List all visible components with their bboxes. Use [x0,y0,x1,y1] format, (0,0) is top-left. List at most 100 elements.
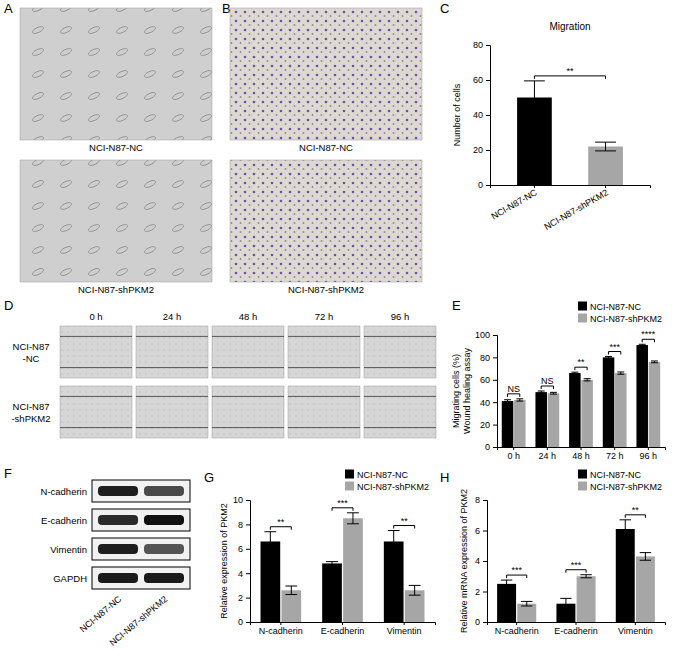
x-tick-mark [635,622,636,625]
legend-label: NCI-N87-NC [590,302,642,312]
error-cap [617,371,624,372]
chart-title: Migration [549,21,590,32]
legend-label: NCI-N87-shPKM2 [590,482,662,492]
y-tick: 20 [473,145,490,155]
y-tick-mark [493,402,497,403]
error-cap [584,378,591,379]
error-cap [620,538,631,539]
error-cap [571,373,578,374]
image-caption: NCI-N87-shPKM2 [78,284,154,295]
bar [636,345,648,447]
column-header: 96 h [391,311,410,322]
x-tick: NCI-N87-NC [490,185,540,221]
error-cap [264,551,276,552]
bar [261,541,281,622]
bar [535,392,547,447]
y-tick: 4 [238,569,250,579]
plot-area [497,520,655,622]
error-bar [651,361,658,363]
error-cap [388,552,400,553]
bar [502,401,514,447]
protein-label: N-cadherin [41,486,87,497]
error-bar [605,357,612,359]
significance-label: NS [507,384,520,394]
error-bar [620,520,631,538]
y-tick: 60 [480,375,497,385]
y-tick-label: 0 [238,617,243,627]
x-tick: 72 h [606,447,624,461]
error-bar [388,531,400,553]
error-cap [409,585,421,586]
x-tick-label: 48 h [572,451,590,461]
error-cap [605,358,612,359]
x-tick-mark [516,622,517,625]
error-cap [347,523,359,524]
x-tick: 96 h [640,447,658,461]
error-stem [534,81,535,114]
error-stem [526,601,527,606]
y-tick-mark [246,622,250,623]
error-bar [639,344,646,346]
panel-letter: B [222,1,231,16]
y-tick-label: 40 [480,398,490,408]
y-tick: 0 [478,180,490,190]
error-cap [617,374,624,375]
y-tick-label: 0 [475,617,480,627]
wound-edge [288,336,360,337]
error-cap [620,519,631,520]
y-tick: 8 [238,520,250,530]
y-tick: 8 [475,495,487,505]
y-tick-mark [486,45,490,46]
significance-label: ** [401,516,409,526]
y-tick: 0 [475,617,487,627]
y-tick-mark [486,150,490,151]
significance-bracket [394,526,415,529]
y-tick-mark [483,500,487,501]
y-tick-label: 60 [480,375,490,385]
legend-swatch [578,470,587,479]
y-tick-mark [483,592,487,593]
y-axis: 0246810 [233,495,251,627]
panel-letter: D [4,298,13,313]
error-bar [516,399,523,401]
y-tick: 0 [485,442,497,452]
x-tick-mark [547,447,548,450]
x-tick-mark [581,447,582,450]
bar [497,584,516,622]
wound-edge [60,367,132,368]
significance-bracket [625,515,645,518]
bar [649,362,661,447]
x-tick-label: 96 h [640,451,658,461]
error-cap [640,552,651,553]
y-axis-line [493,336,498,448]
row-label: NCI-N87 [13,341,50,352]
y-tick-mark [493,380,497,381]
y-axis: 020406080 [473,40,491,190]
y-tick-mark [483,531,487,532]
error-cap [550,394,557,395]
wound-edge [60,427,132,428]
error-cap [538,393,545,394]
panel-letter: F [4,466,12,481]
legend-swatch [578,302,587,311]
legend-label: NCI-N87-NC [590,470,642,480]
y-tick-label: 4 [475,556,480,566]
x-axis: N-cadherinE-cadherinVimentin [251,622,436,636]
x-axis-line [488,623,666,626]
legend: NCI-N87-NCNCI-N87-shPKM2 [345,470,429,492]
bar-chart: 0204060801000 h24 h48 h72 h96 hMigrating… [451,302,666,462]
error-cap [639,344,646,345]
wound-image [288,326,360,378]
y-axis-title: Number of cells [452,83,462,146]
y-tick: 20 [480,420,497,430]
y-tick: 10 [233,495,250,505]
x-axis-line [251,623,436,626]
legend-label: NCI-N87-shPKM2 [590,314,662,324]
bar [514,400,526,447]
column-header: 0 h [89,311,102,322]
legend: NCI-N87-NC NCI-N87-shPKM2 [578,470,662,492]
y-tick: 6 [238,544,250,554]
significance-label: ** [577,357,585,367]
error-cap [651,360,658,361]
wound-image [60,386,132,438]
